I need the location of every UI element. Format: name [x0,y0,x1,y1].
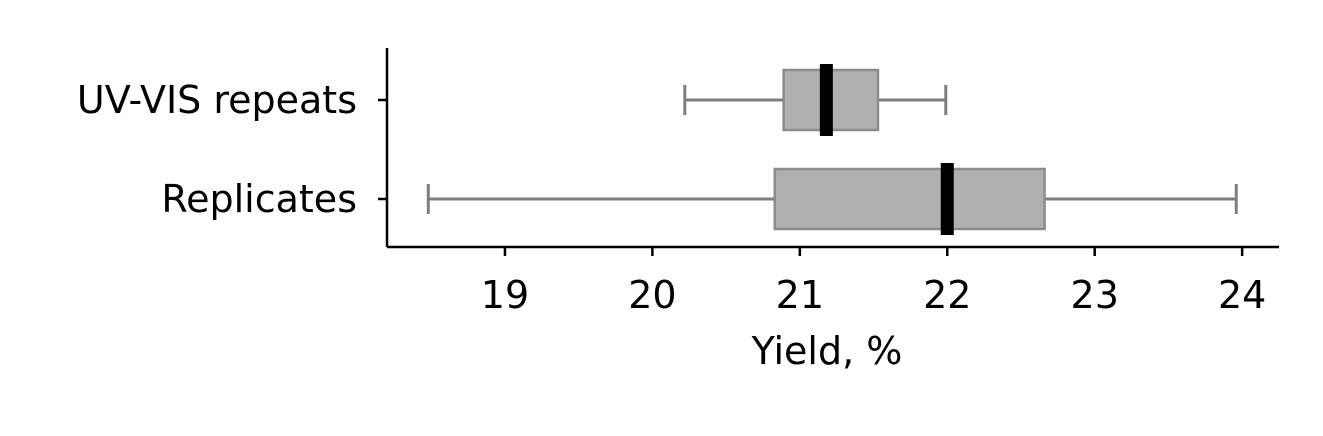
x-tick-label: 22 [923,273,971,317]
x-tick-label: 23 [1071,273,1119,317]
y-tick-label: UV-VIS repeats [77,78,357,122]
x-axis-ticks: 19 20 21 22 23 24 [481,247,1266,317]
y-tick-label: Replicates [161,177,357,221]
x-tick-label: 20 [628,273,676,317]
box-uv-vis-repeats [683,64,948,136]
x-tick-label: 21 [776,273,824,317]
box-replicates [426,163,1238,235]
y-axis-ticks: UV-VIS repeats Replicates [77,78,387,221]
x-tick-label: 19 [481,273,529,317]
x-tick-label: 24 [1218,273,1266,317]
plot-area [426,64,1238,235]
x-axis-label: Yield, % [751,329,903,373]
box-iqr [773,167,1046,231]
